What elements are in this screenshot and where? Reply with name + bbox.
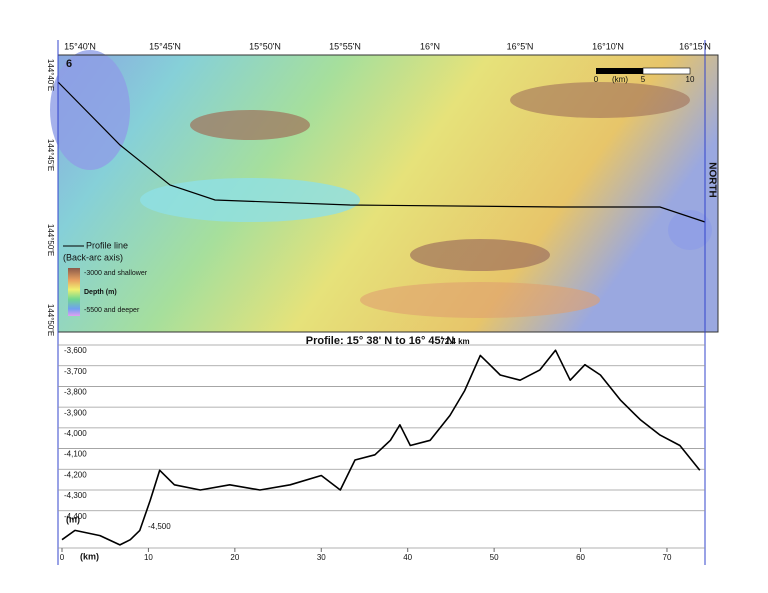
map-ridge [410,239,550,271]
x-tick-label: 70 [663,553,672,562]
longitude-label: 144°50'E [46,304,55,336]
x-tick-label: 0 [60,553,65,562]
scale-label: 0 [594,75,599,84]
profile-line [61,349,701,546]
latitude-label: 15°40'N [64,41,96,51]
y-tick-label: -4,400 [64,512,87,521]
x-tick-label: 60 [576,553,585,562]
map-ridge [510,82,690,118]
legend-text: -5500 and deeper [84,307,140,314]
longitude-label: 144°45'E [46,139,55,171]
depth-colorbar [68,268,80,316]
length-label: 72.4 km [440,337,469,346]
y-tick-label: -4,200 [64,470,87,479]
longitude-label: 144°50'E [46,224,55,256]
x-tick-label: 40 [403,553,412,562]
profile-line [57,81,706,223]
longitude-label: 144°40'E [46,59,55,91]
scale-bar [596,68,643,74]
annotation: -4,500 [148,522,171,531]
legend-text: -3000 and shallower [84,270,148,277]
latitude-label: 15°50'N [249,41,281,51]
x-tick-label: 20 [230,553,239,562]
y-tick-label: -3,800 [64,388,87,397]
y-tick-label: -4,300 [64,491,87,500]
map: 6 0 (km) 5 10 NORTH Profile line (Back-a… [50,50,719,333]
latitude-label: 16°N [420,41,440,51]
map-ridge [190,110,310,140]
y-tick-label: -3,700 [64,367,87,376]
map-slope [360,282,600,318]
chart-title: Profile: 15° 38' N to 16° 45' N [306,335,455,347]
x-tick-label: 10 [144,553,153,562]
map-deep [668,210,712,250]
legend-text: (Back-arc axis) [63,252,123,262]
legend-text: Depth (m) [84,289,117,296]
scale-label: (km) [612,75,628,84]
latitude-label: 16°15'N [679,41,711,51]
y-axis-label: (m) [66,514,80,524]
latitude-label: 15°55'N [329,41,361,51]
map-basin [140,178,360,222]
x-axis-label: (km) [80,551,99,561]
y-tick-label: -3,600 [64,346,87,355]
latitude-label: 16°5'N [507,41,534,51]
latitude-label: 16°10'N [592,41,624,51]
latitude-label: 15°45'N [149,41,181,51]
map-deep [50,50,130,170]
x-tick-label: 50 [490,553,499,562]
x-tick-label: 30 [317,553,326,562]
y-tick-label: -3,900 [64,408,87,417]
y-tick-label: -4,000 [64,429,87,438]
y-tick-label: -4,100 [64,450,87,459]
legend-text: Profile line [86,240,128,250]
scale-label: 5 [641,75,646,84]
scale-bar [642,67,691,75]
north-label: NORTH [706,162,717,198]
panel-label: 6 [66,58,72,70]
scale-label: 10 [686,75,695,84]
